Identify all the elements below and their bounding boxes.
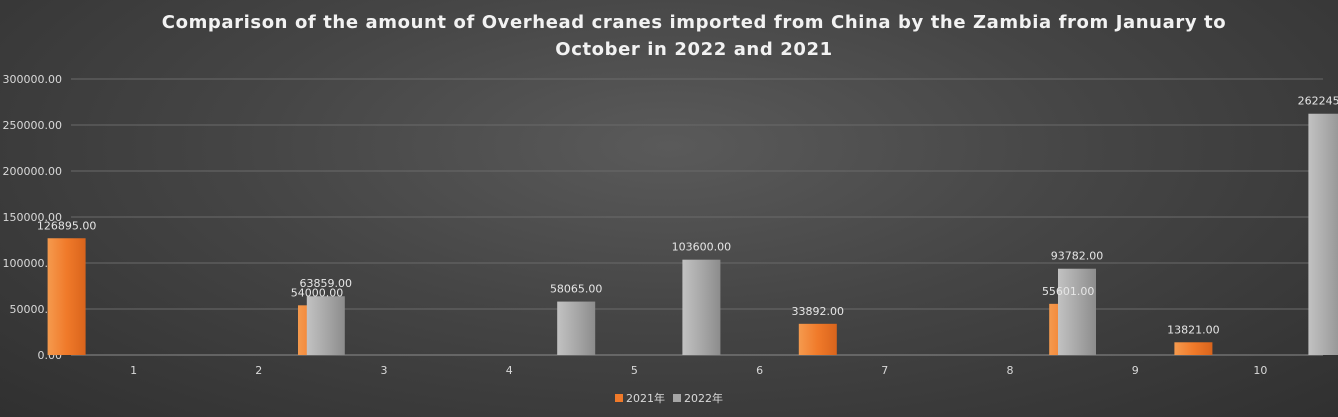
x-tick-label: 9 <box>1132 364 1139 377</box>
data-label: 33892.00 <box>792 305 845 318</box>
data-label: 126895.00 <box>37 219 97 232</box>
y-tick-label: 100000.00 <box>3 257 63 270</box>
data-label: 13821.00 <box>1167 323 1220 336</box>
x-tick-label: 7 <box>881 364 888 377</box>
y-tick-label: 150000.00 <box>3 211 63 224</box>
data-label: 63859.00 <box>300 277 353 290</box>
data-label: 103600.00 <box>672 241 732 254</box>
bar-2022-4 <box>557 301 596 355</box>
x-tick-label: 3 <box>381 364 388 377</box>
bar-2021-1 <box>47 238 86 355</box>
chart-title: Comparison of the amount of Overhead cra… <box>161 12 1227 60</box>
x-tick-label: 10 <box>1253 364 1267 377</box>
bar-2021-10 <box>1174 342 1213 355</box>
bar-2022-5 <box>682 259 721 355</box>
data-label: 58065.00 <box>550 283 603 296</box>
legend-label-2022: 2022年 <box>684 392 723 405</box>
bar-2022-10 <box>1308 113 1338 356</box>
bars <box>47 113 1338 356</box>
legend-swatch-2022 <box>673 394 681 402</box>
legend-swatch-2021 <box>615 394 623 402</box>
data-labels: 126895.00 54000.00 33892.00 55601.00 13821.0… <box>37 95 1338 337</box>
x-tick-label: 1 <box>130 364 137 377</box>
bar-2021-7 <box>798 323 837 355</box>
data-label: 93782.00 <box>1051 250 1104 263</box>
x-tick-label: 8 <box>1007 364 1014 377</box>
legend: 2021年 2022年 <box>0 390 1338 406</box>
x-tick-label: 2 <box>255 364 262 377</box>
x-tick-label: 6 <box>756 364 763 377</box>
x-tick-label: 5 <box>631 364 638 377</box>
y-tick-label: 250000.00 <box>3 119 63 132</box>
y-tick-label: 200000.00 <box>3 165 63 178</box>
data-label: 262245.00 <box>1298 95 1338 108</box>
legend-item-2021: 2021年 <box>615 390 665 406</box>
bar-2022-8 <box>1058 268 1096 355</box>
data-label: 55601.00 <box>1042 285 1095 298</box>
axes: 0.0050000.00100000.00150000.00200000.002… <box>3 73 1323 377</box>
x-tick-label: 4 <box>506 364 513 377</box>
bar-2022-2 <box>306 296 345 355</box>
legend-item-2022: 2022年 <box>673 390 723 406</box>
data-label: 54000.00 <box>291 286 344 299</box>
y-tick-label: 300000.00 <box>3 73 63 86</box>
legend-label-2021: 2021年 <box>626 392 665 405</box>
